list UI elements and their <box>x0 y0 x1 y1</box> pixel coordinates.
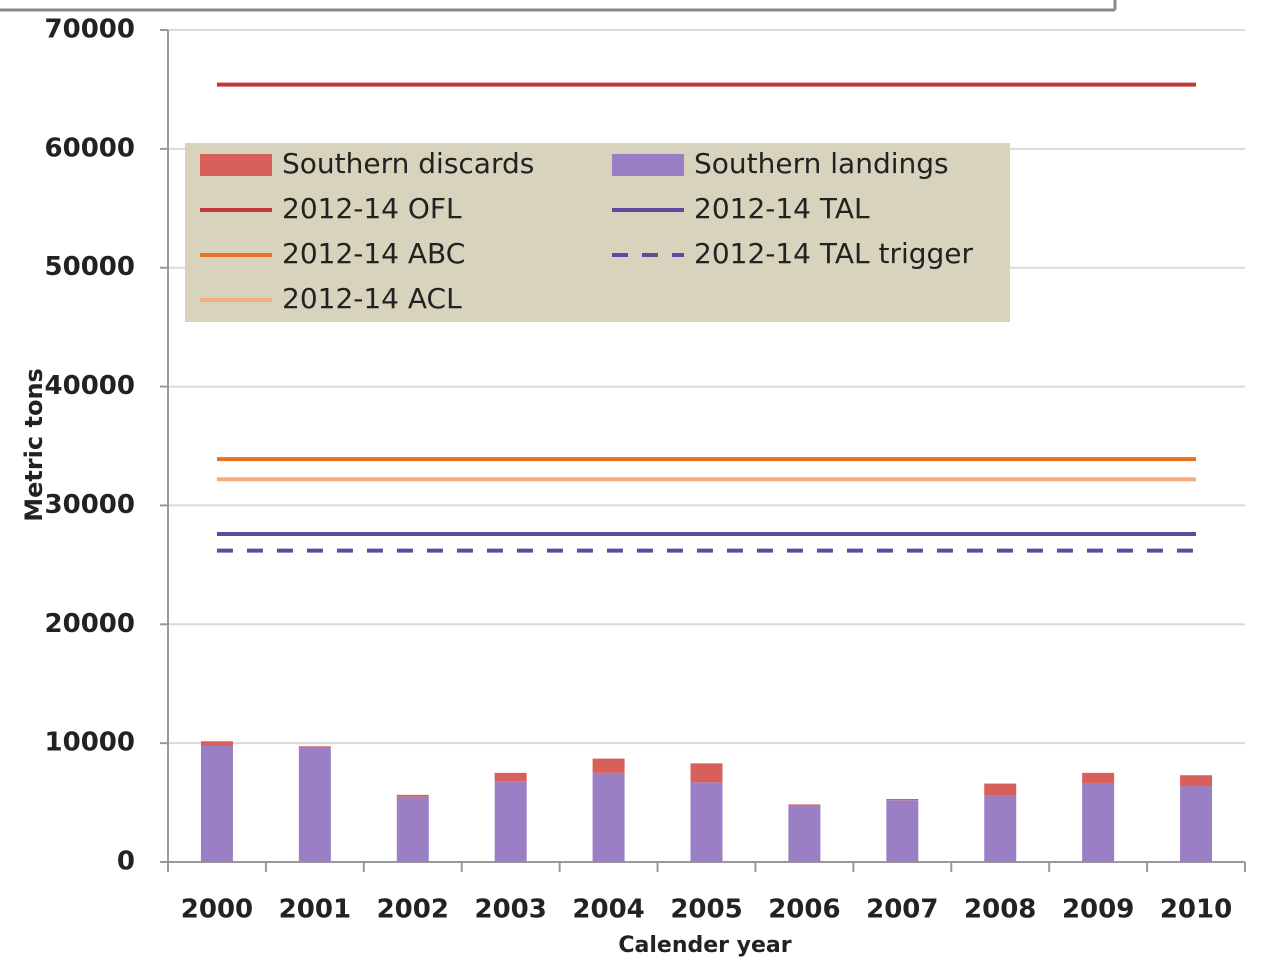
x-tick-label: 2006 <box>768 895 840 925</box>
bar <box>396 794 429 797</box>
legend-label: 2012-14 ABC <box>282 237 465 270</box>
y-tick-label: 0 <box>117 847 135 877</box>
y-axis-title: Metric tons <box>20 368 48 522</box>
legend-swatch <box>200 154 272 176</box>
legend-label: Southern landings <box>694 147 949 180</box>
bar <box>984 795 1017 862</box>
legend-swatch <box>612 154 684 176</box>
bar <box>788 804 821 805</box>
y-tick-label: 70000 <box>45 15 135 45</box>
bar <box>690 782 723 862</box>
x-tick-label: 2005 <box>670 895 742 925</box>
legend-label: 2012-14 ACL <box>282 282 462 315</box>
x-tick-label: 2009 <box>1062 895 1134 925</box>
y-tick-label: 40000 <box>45 371 135 401</box>
legend-label: Southern discards <box>282 147 534 180</box>
bar <box>886 799 919 801</box>
bar <box>494 781 527 862</box>
x-tick-label: 2007 <box>866 895 938 925</box>
legend-label: 2012-14 TAL trigger <box>694 237 974 270</box>
bar <box>984 783 1017 796</box>
x-tick-label: 2010 <box>1160 895 1232 925</box>
y-tick-label: 30000 <box>45 490 135 520</box>
y-tick-label: 60000 <box>45 133 135 163</box>
bar <box>494 772 527 782</box>
legend-label: 2012-14 TAL <box>694 192 870 225</box>
y-tick-label: 50000 <box>45 252 135 282</box>
bar <box>1180 775 1213 786</box>
bar <box>886 800 919 862</box>
bar <box>788 804 821 862</box>
bar <box>396 796 429 862</box>
x-tick-label: 2008 <box>964 895 1036 925</box>
x-tick-label: 2003 <box>474 895 546 925</box>
bar <box>200 741 233 746</box>
bar <box>592 758 625 773</box>
bar <box>200 745 233 862</box>
bar <box>298 746 331 747</box>
x-tick-label: 2000 <box>181 895 253 925</box>
y-tick-label: 20000 <box>45 609 135 639</box>
legend-box <box>185 143 1010 322</box>
bar <box>690 763 723 783</box>
legend-label: 2012-14 OFL <box>282 192 462 225</box>
x-tick-label: 2002 <box>377 895 449 925</box>
x-axis-title: Calender year <box>618 933 791 958</box>
bar <box>298 746 331 862</box>
x-tick-label: 2004 <box>572 895 644 925</box>
y-tick-label: 10000 <box>45 728 135 758</box>
bar <box>1082 782 1115 862</box>
bar <box>1180 785 1213 862</box>
bar <box>592 772 625 862</box>
bar <box>1082 772 1115 783</box>
x-tick-label: 2001 <box>279 895 351 925</box>
